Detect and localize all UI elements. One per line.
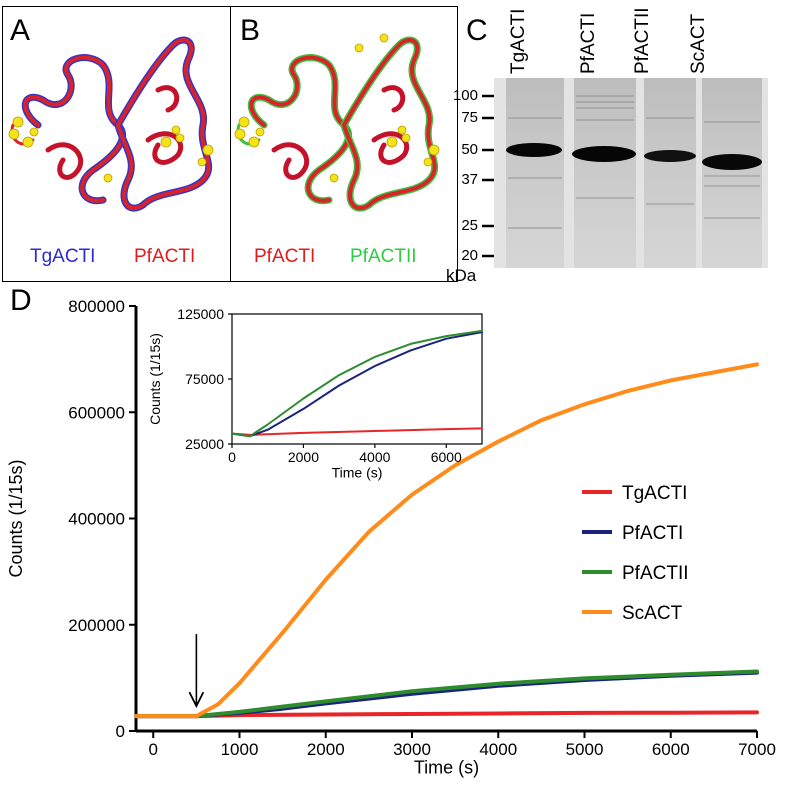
main-legend-label-scact: ScACT: [622, 603, 683, 624]
main-y-tick-label: 600000: [68, 403, 125, 422]
inset-y-tick-label: 25000: [185, 436, 224, 452]
gel-lane-label-1: TgACTI: [508, 8, 529, 74]
main-x-axis-label: Time (s): [414, 758, 479, 778]
main-x-tick-label: 1000: [221, 740, 259, 759]
panel-letter-d: D: [10, 284, 32, 317]
panel-letter-c: C: [466, 14, 488, 47]
main-y-tick-label: 400000: [68, 510, 125, 529]
main-injection-arrow: [188, 634, 205, 709]
inset-series-tgacti: [231, 427, 483, 436]
inset-plot-frame: [231, 313, 483, 445]
gel-unit-label: kDa: [446, 266, 477, 285]
gel-marker-50: 50: [461, 141, 478, 158]
inset-x-tick-label: 6000: [431, 449, 462, 465]
main-series-pfactii: [134, 669, 759, 719]
structure-b-image: [234, 33, 440, 212]
gel-marker-100: 100: [452, 87, 478, 104]
main-series-scact: [134, 362, 759, 719]
inset-y-axis-label: Counts (1/15s): [147, 333, 163, 425]
structure-b-label-pfactii: PfACTII: [350, 246, 417, 267]
main-x-tick-label: 6000: [652, 740, 690, 759]
gel-marker-37: 37: [461, 171, 478, 188]
panel-letter-b: B: [240, 14, 261, 47]
inset-line-chart: 25000 75000 125000 0 2000 4000 6000 Time (s) Cou…: [147, 306, 483, 480]
main-line-chart: 0 200000 400000 600000 800000 0 1000 2000 3000 40…: [6, 297, 776, 778]
structure-a-label-pfacti: PfACTI: [134, 246, 196, 267]
main-y-tick-label: 0: [116, 722, 125, 741]
main-x-tick-label: 4000: [479, 740, 517, 759]
panel-divider: [230, 6, 232, 282]
main-y-tick-label: 200000: [68, 616, 125, 635]
inset-series-pfacti: [231, 331, 483, 438]
main-x-tick-label: 3000: [393, 740, 431, 759]
main-legend-label-pfacti: PfACTI: [622, 523, 683, 544]
inset-x-tick-label: 0: [228, 449, 236, 465]
inset-x-axis-label: Time (s): [332, 464, 383, 480]
gel-image: [494, 78, 768, 268]
gel-lane-label-4: ScACT: [688, 13, 709, 74]
main-x-tick-label: 7000: [738, 740, 776, 759]
inset-series-pfactii: [231, 329, 483, 438]
main-x-tick-label: 0: [149, 740, 158, 759]
panel-letter-a: A: [10, 14, 31, 47]
gel-marker-75: 75: [461, 109, 478, 126]
structure-a-label-tgacti: TgACTI: [30, 246, 96, 267]
main-x-tick-label: 5000: [566, 740, 604, 759]
inset-x-tick-label: 2000: [288, 449, 319, 465]
structure-b-label-pfacti: PfACTI: [254, 246, 316, 267]
inset-y-tick-label: 125000: [177, 306, 224, 322]
structure-a-image: [8, 36, 214, 212]
main-legend-label-tgacti: TgACTI: [622, 483, 687, 504]
inset-y-tick-label: 75000: [185, 371, 224, 387]
gel-marker-25: 25: [461, 217, 478, 234]
gel-marker-ticks: [482, 94, 494, 258]
inset-x-tick-label: 4000: [359, 449, 390, 465]
gel-marker-20: 20: [461, 247, 478, 264]
gel-lane-label-2: PfACTI: [578, 12, 599, 74]
main-y-tick-label: 800000: [68, 297, 125, 316]
main-x-tick-label: 2000: [307, 740, 345, 759]
gel-lane-label-3: PfACTII: [632, 7, 653, 74]
main-legend-label-pfactii: PfACTII: [622, 563, 689, 584]
main-y-axis-label: Counts (1/15s): [6, 459, 26, 577]
